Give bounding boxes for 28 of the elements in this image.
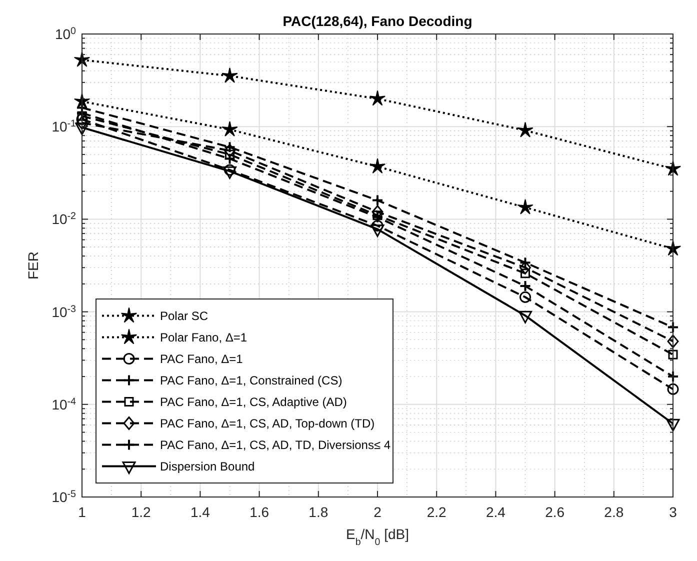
legend-label: PAC Fano, Δ=1, CS, AD, TD, Diversions≤ 4	[160, 438, 391, 452]
y-axis-title: FER	[25, 252, 41, 280]
x-tick-label: 1	[78, 504, 86, 520]
legend-label: PAC Fano, Δ=1, CS, Adaptive (AD)	[160, 394, 347, 409]
x-axis-title: E$_{b}$/N$_{0}$ [dB]	[346, 526, 410, 548]
x-tick-label: 1.2	[131, 504, 152, 520]
y-tick-label: 10$^{-3}$	[52, 303, 77, 320]
x-tick-label: 1.8	[308, 504, 328, 520]
x-tick-label: 2.6	[545, 504, 565, 520]
x-tick-label: 1.4	[190, 504, 210, 520]
legend-label: PAC Fano, Δ=1	[160, 352, 244, 366]
y-tick-label: 10$^{0}$	[54, 26, 77, 42]
y-tick-label: 10$^{-5}$	[52, 488, 77, 505]
x-tick-label: 1.6	[250, 504, 270, 520]
legend-label: PAC Fano, Δ=1, Constrained (CS)	[160, 373, 342, 388]
legend-label: Dispersion Bound	[160, 459, 255, 474]
x-tick-label: 2	[374, 504, 382, 520]
chart-title: PAC(128,64), Fano Decoding	[282, 13, 472, 29]
y-tick-label: 10$^{-4}$	[52, 396, 77, 412]
y-tick-label: 10$^{-1}$	[52, 118, 76, 135]
x-tick-label: 3	[669, 504, 678, 520]
x-tick-label: 2.2	[426, 504, 447, 520]
legend-label: PAC Fano, Δ=1, CS, AD, Top-down (TD)	[160, 416, 375, 430]
legend-label: Polar Fano, Δ=1	[160, 330, 248, 344]
legend-label: Polar SC	[160, 308, 208, 323]
y-tick-label: 10$^{-2}$	[52, 210, 76, 228]
x-tick-label: 2.4	[486, 504, 506, 520]
x-tick-label: 2.8	[604, 504, 624, 520]
